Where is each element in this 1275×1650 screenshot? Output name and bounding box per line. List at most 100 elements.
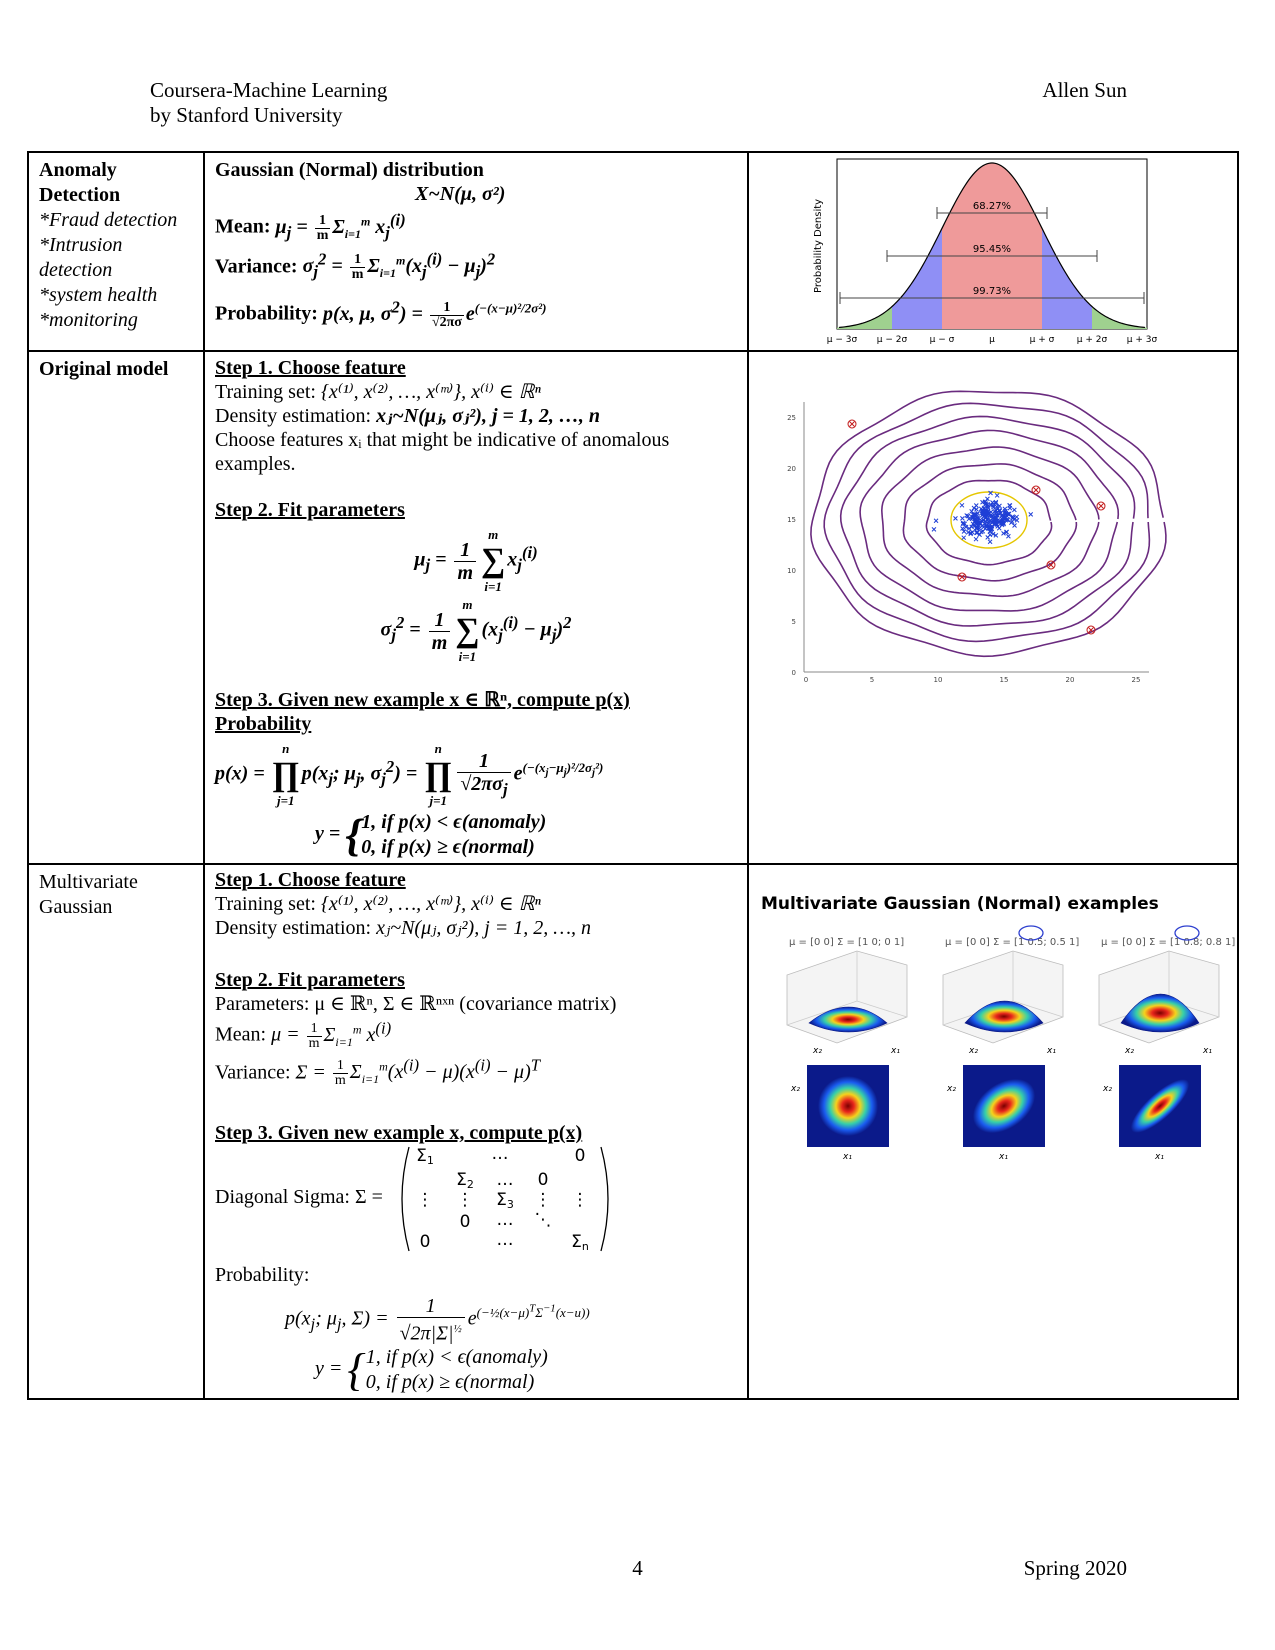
- density-value: xⱼ~N(μⱼ, σⱼ²), j = 1, 2, …, n: [376, 405, 601, 427]
- axis-x1-label: x₁: [1202, 1046, 1212, 1056]
- choose-features-text: Choose features xᵢ that might be indicat…: [215, 429, 670, 475]
- mv-mean-formula: Mean: μ = 1 m Σi=1m x(i): [215, 1018, 392, 1051]
- mv-variance-formula: Variance: Σ = 1 m Σi=1m(x(i) − μ)(x(i) − μ…: [215, 1055, 541, 1089]
- axis-x2-label: x₂: [968, 1046, 978, 1056]
- svg-text:Σ3: Σ3: [496, 1190, 514, 1211]
- svg-text:Σn: Σn: [571, 1232, 589, 1253]
- mv-case-anomaly: 1, if p(x) < ϵ(anomaly): [365, 1345, 548, 1368]
- y-tick-label: 15: [787, 516, 796, 524]
- x-tick-label: 25: [1132, 676, 1141, 684]
- contour-plot: 0 5 10 15 20 25 0 5 10 15 20 25: [787, 390, 1167, 684]
- svg-text:0: 0: [460, 1212, 471, 1232]
- heatmap-x2-label: x₂: [1102, 1084, 1112, 1094]
- x-tick-label: 5: [870, 676, 874, 684]
- diag-sigma-label: Diagonal Sigma: Σ =: [215, 1186, 383, 1209]
- y-tick-label: 0: [792, 669, 796, 677]
- mvg-title: Multivariate Gaussian (Normal) examples: [761, 894, 1159, 914]
- pct-95: 95.45%: [973, 244, 1011, 255]
- svg-text:0: 0: [575, 1146, 586, 1166]
- x-tick-label: μ − 3σ: [827, 335, 858, 345]
- mvg-examples: Multivariate Gaussian (Normal) examples …: [761, 894, 1235, 1162]
- anomaly-point: [1046, 560, 1056, 570]
- heatmap-x2-label: x₂: [790, 1084, 800, 1094]
- y-tick-label: 25: [787, 414, 796, 422]
- step3-heading: Step 3. Given new example x ∈ ℝⁿ, comput…: [215, 689, 630, 711]
- y-tick-label: 5: [792, 618, 796, 626]
- contour-figure: 0 5 10 15 20 25 0 5 10 15 20 25: [747, 350, 1239, 865]
- svg-text:…: …: [492, 1145, 509, 1164]
- svg-text:…: …: [497, 1170, 514, 1190]
- svg-text:⋱: ⋱: [535, 1210, 552, 1230]
- mv-mean-label: Mean:: [215, 1023, 272, 1046]
- svg-text:⋮: ⋮: [535, 1190, 552, 1210]
- axis-x1-label: x₁: [890, 1046, 900, 1056]
- svg-text:Σ2: Σ2: [456, 1170, 474, 1191]
- normal-distribution-figure: 68.27% 95.45% 99.73% Probability Density…: [747, 151, 1239, 352]
- gaussian-heading: Gaussian (Normal) distribution: [215, 159, 484, 181]
- contour-ring: [925, 479, 1053, 566]
- pct-68: 68.27%: [973, 201, 1011, 212]
- mv-density-label: Density estimation:: [215, 917, 377, 939]
- training-set-line: Training set: {x⁽¹⁾, x⁽²⁾, …, x⁽ᵐ⁾}, x⁽ⁱ…: [215, 380, 737, 404]
- mv-training-set-line: Training set: {x⁽¹⁾, x⁽²⁾, …, x⁽ᵐ⁾}, x⁽ⁱ…: [215, 892, 737, 916]
- x-tick-label: μ + σ: [1030, 335, 1055, 345]
- use-case-item: detection: [39, 259, 113, 281]
- axis-x1-label: x₁: [1046, 1046, 1056, 1056]
- course-title: Coursera-Machine Learning: [150, 78, 388, 102]
- x-tick-label: μ − 2σ: [877, 335, 908, 345]
- contour-ring: [839, 415, 1136, 627]
- x-tick-label: μ − σ: [930, 335, 955, 345]
- product-formula: p(x) = n ∏ j=1 p(xj; μj, σj2) = n ∏ j=1 1 √2πσj…: [215, 741, 604, 808]
- mv-training-set-label: Training set:: [215, 893, 321, 915]
- mv-case-normal: 0, if p(x) ≥ ϵ(normal): [365, 1370, 535, 1393]
- mvg-examples-figure: Multivariate Gaussian (Normal) examples …: [747, 863, 1239, 1400]
- mv-density-line: Density estimation: xⱼ~N(μⱼ, σⱼ²), j = 1…: [215, 916, 737, 940]
- mv-step3-heading: Step 3. Given new example x, compute p(x…: [215, 1122, 583, 1145]
- contour-ring: [810, 390, 1167, 658]
- mu-fit-formula: μj = 1 m m ∑ i=1 xj(i): [414, 527, 538, 594]
- svg-text:⋮: ⋮: [572, 1190, 589, 1210]
- probability-label: Probability:: [215, 302, 323, 325]
- diagonal-sigma: Diagonal Sigma: Σ = Σ1 … 0 Σ2 … 0 ⋮ ⋮ Σ3 ⋮ ⋮: [215, 1145, 737, 1253]
- anomaly-point: [1086, 625, 1096, 635]
- mv-training-set-value: {x⁽¹⁾, x⁽²⁾, …, x⁽ᵐ⁾}, x⁽ⁱ⁾ ∈ ℝⁿ: [320, 893, 541, 915]
- row-original-model: Original model Step 1. Choose feature Tr…: [27, 350, 1239, 865]
- heatmap-x1-label: x₁: [1154, 1152, 1164, 1162]
- page-number: 4: [632, 1556, 643, 1580]
- mean-formula: Mean: μj = 1 m Σi=1m xj(i): [215, 210, 406, 243]
- density-line: Density estimation: xⱼ~N(μⱼ, σⱼ²), j = 1…: [215, 404, 737, 428]
- anomaly-point: [1031, 485, 1041, 495]
- contour-ring: [902, 463, 1078, 582]
- label-original-model: Original model: [39, 358, 169, 380]
- heatmap-x2-label: x₂: [946, 1084, 956, 1094]
- axis-x2-label: x₂: [1124, 1046, 1134, 1056]
- anomaly-point: [957, 572, 967, 582]
- svg-text:⋮: ⋮: [457, 1190, 474, 1210]
- mv-probability-label: Probability:: [215, 1264, 310, 1287]
- probability-formula: Probability: p(x, μ, σ2) = 1 √2πσ e(−(x−μ)…: [215, 297, 547, 330]
- row-label-original: Original model: [27, 350, 205, 865]
- sigma-label: μ = [0 0] Σ = [1 0; 0 1]: [789, 937, 904, 948]
- contour-ring: [823, 402, 1151, 643]
- mv-variance-label: Variance:: [215, 1061, 296, 1084]
- svg-text:…: …: [497, 1210, 514, 1230]
- contour-ring: [859, 429, 1120, 612]
- training-set-value: {x⁽¹⁾, x⁽²⁾, …, x⁽ᵐ⁾}, x⁽ⁱ⁾ ∈ ℝⁿ: [320, 381, 541, 403]
- use-case-item: *Fraud detection: [39, 209, 178, 231]
- label-anomaly: Anomaly: [39, 159, 117, 181]
- gaussian-surface: [964, 1000, 1044, 1033]
- x-tick-label: μ: [989, 335, 995, 345]
- row-label-anomaly: Anomaly Detection *Fraud detection *Intr…: [27, 151, 205, 352]
- probability-heading: Probability: [215, 713, 312, 735]
- x-tick-label: μ + 2σ: [1077, 335, 1108, 345]
- y-axis-label: Probability Density: [813, 199, 824, 293]
- y-tick-label: 20: [787, 465, 796, 473]
- row-anomaly-detection: Anomaly Detection *Fraud detection *Intr…: [27, 151, 1239, 352]
- density-label: Density estimation:: [215, 405, 377, 427]
- svg-text:…: …: [497, 1230, 514, 1250]
- diagonal-matrix: Σ1 … 0 Σ2 … 0 ⋮ ⋮ Σ3 ⋮ ⋮ 0 … ⋱ 0 … Σn: [401, 1145, 609, 1253]
- author-name: Allen Sun: [1042, 78, 1127, 102]
- mv-params: Parameters: μ ∈ ℝⁿ, Σ ∈ ℝⁿˣⁿ (covariance…: [215, 993, 617, 1015]
- highlight-circle: [1174, 925, 1200, 941]
- case-normal: 0, if p(x) ≥ ϵ(normal): [361, 836, 535, 858]
